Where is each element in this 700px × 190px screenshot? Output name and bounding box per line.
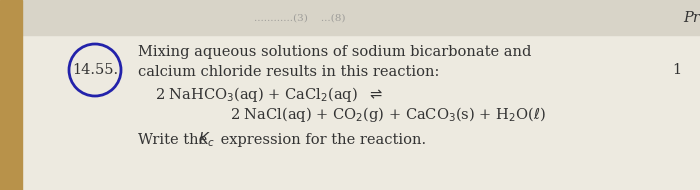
Text: $K_c$: $K_c$: [198, 131, 215, 149]
Text: Pr: Pr: [683, 11, 700, 25]
Text: Mixing aqueous solutions of sodium bicarbonate and: Mixing aqueous solutions of sodium bicar…: [138, 45, 531, 59]
Text: ............(3)    ...(8): ............(3) ...(8): [254, 13, 346, 22]
Text: 14.55.: 14.55.: [72, 63, 118, 77]
Text: 2 NaHCO$_3$(aq) + CaCl$_2$(aq)  $\rightleftharpoons$: 2 NaHCO$_3$(aq) + CaCl$_2$(aq) $\rightle…: [155, 85, 383, 104]
Text: 2 NaCl(aq) + CO$_2$(g) + CaCO$_3$(s) + H$_2$O($\ell$): 2 NaCl(aq) + CO$_2$(g) + CaCO$_3$(s) + H…: [230, 105, 546, 124]
Text: expression for the reaction.: expression for the reaction.: [216, 133, 426, 147]
Bar: [22, 0, 700, 35]
Bar: [0, 0, 22, 190]
Text: calcium chloride results in this reaction:: calcium chloride results in this reactio…: [138, 65, 440, 79]
Text: Write the: Write the: [138, 133, 212, 147]
Text: 1: 1: [672, 63, 681, 77]
